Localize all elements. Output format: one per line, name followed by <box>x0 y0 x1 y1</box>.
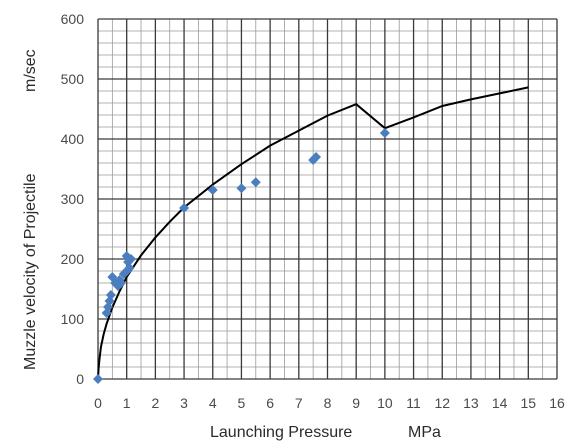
x-tick-label: 12 <box>434 395 450 411</box>
y-tick-label: 0 <box>76 371 84 387</box>
x-tick-label: 5 <box>238 395 246 411</box>
x-tick-label: 7 <box>295 395 303 411</box>
y-tick-label: 600 <box>61 11 85 27</box>
x-tick-label: 8 <box>324 395 332 411</box>
x-tick-label: 3 <box>180 395 188 411</box>
y-axis-unit: m/sec <box>22 49 39 92</box>
x-tick-label: 2 <box>151 395 159 411</box>
data-point <box>207 185 218 195</box>
x-axis-unit: MPa <box>408 424 441 441</box>
x-axis-title: Launching Pressure <box>210 424 352 441</box>
data-point <box>179 203 190 213</box>
x-tick-label: 13 <box>463 395 479 411</box>
data-point <box>105 290 116 300</box>
x-tick-label: 1 <box>123 395 131 411</box>
x-tick-label: 15 <box>521 395 537 411</box>
x-tick-label: 9 <box>352 395 360 411</box>
data-point <box>115 278 126 288</box>
data-points <box>93 128 390 384</box>
data-point <box>311 152 322 162</box>
data-point <box>125 254 136 264</box>
data-point <box>93 374 103 384</box>
data-point <box>124 263 135 273</box>
y-axis-title: Muzzle velocity of Projectile <box>22 173 39 370</box>
major-gridlines <box>97 18 558 380</box>
x-tick-label: 14 <box>492 395 508 411</box>
y-tick-labels: 0 100 200 300 400 500 600 <box>61 11 85 387</box>
x-tick-label: 6 <box>266 395 274 411</box>
data-point <box>118 269 129 279</box>
y-tick-label: 500 <box>61 71 85 87</box>
x-tick-label: 11 <box>406 395 421 411</box>
x-tick-label: 0 <box>94 395 102 411</box>
x-tick-labels: 0 1 2 3 4 5 6 7 8 9 10 11 12 13 14 15 16 <box>94 395 565 411</box>
y-tick-label: 400 <box>61 131 85 147</box>
y-tick-label: 200 <box>61 251 85 267</box>
y-tick-label: 100 <box>61 311 85 327</box>
x-tick-label: 10 <box>377 395 393 411</box>
data-point <box>379 128 390 138</box>
x-tick-label: 16 <box>549 395 565 411</box>
data-point <box>236 183 247 194</box>
data-point <box>250 177 261 188</box>
y-tick-label: 300 <box>61 191 85 207</box>
x-tick-label: 4 <box>209 395 217 411</box>
